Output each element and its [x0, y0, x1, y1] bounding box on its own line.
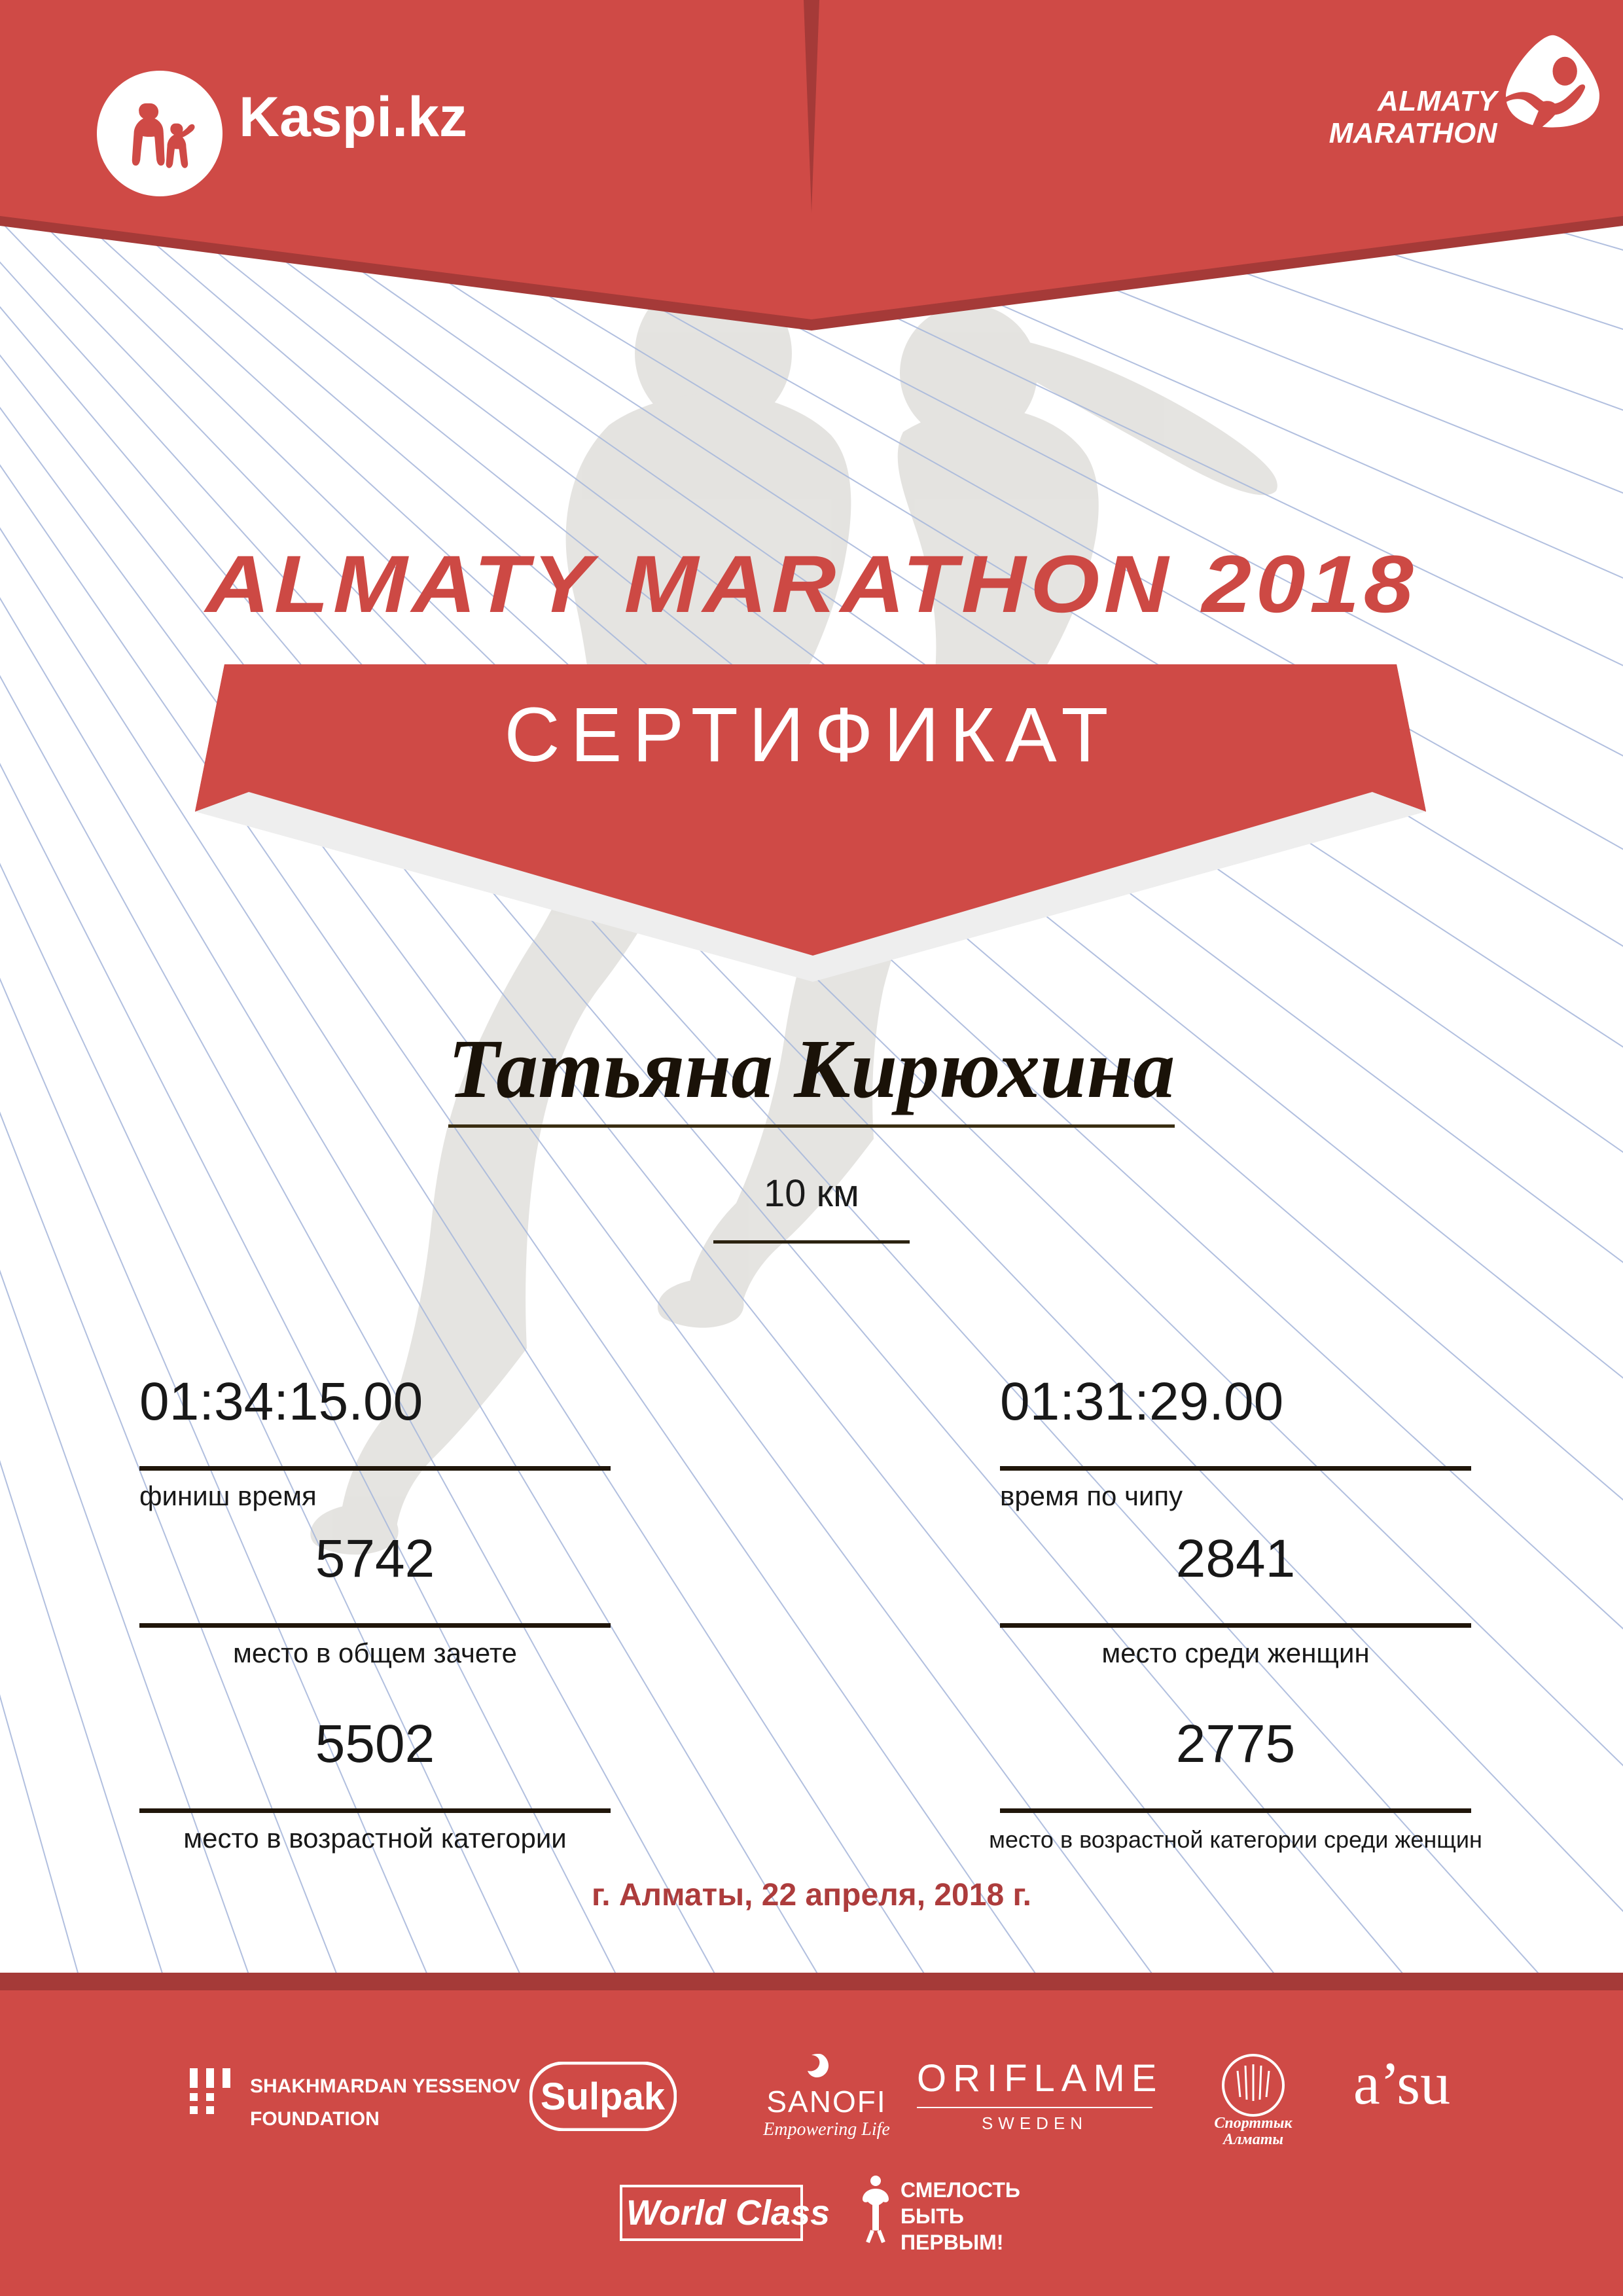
svg-text:Sulpak: Sulpak: [541, 2075, 666, 2118]
svg-text:Алматы: Алматы: [1222, 2131, 1283, 2148]
svg-text:Спорттык: Спорттык: [1214, 2115, 1293, 2132]
